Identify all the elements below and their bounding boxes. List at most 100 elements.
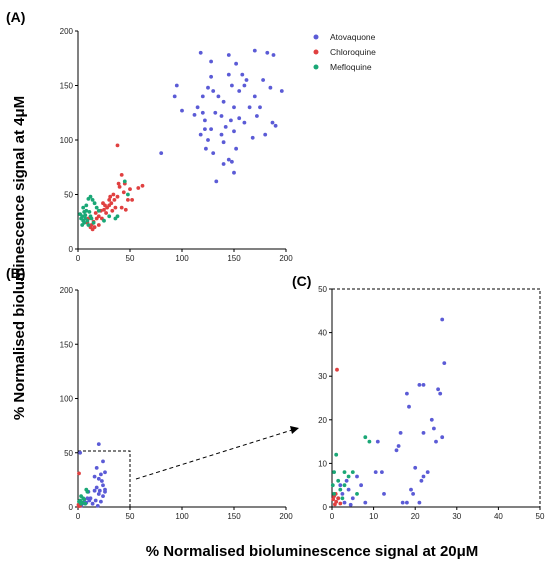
point-mefloquine bbox=[82, 497, 87, 502]
panel-a-x-tick-label: 0 bbox=[76, 254, 81, 263]
point-atovaquone bbox=[394, 448, 399, 453]
point-atovaquone bbox=[348, 502, 353, 507]
panel-c-y-tick-label: 20 bbox=[318, 416, 327, 425]
legend-label-mefloquine: Mefloquine bbox=[330, 62, 372, 72]
point-chloroquine bbox=[77, 471, 81, 476]
point-mefloquine bbox=[342, 470, 347, 474]
legend-label-atovaquone: Atovaquone bbox=[330, 32, 376, 42]
point-atovaquone bbox=[103, 470, 107, 475]
panel-b-x-tick-label: 150 bbox=[227, 512, 241, 521]
legend-marker-chloroquine bbox=[313, 49, 319, 55]
panel-b-y-tick-label: 100 bbox=[60, 395, 74, 404]
x-axis-label: % Normalised bioluminescence signal at 2… bbox=[146, 543, 479, 560]
zoom-arrow bbox=[135, 429, 293, 480]
point-atovaquone bbox=[213, 110, 218, 115]
panel-c-y-tick-label: 40 bbox=[318, 329, 327, 338]
point-atovaquone bbox=[338, 483, 343, 488]
point-atovaquone bbox=[203, 127, 207, 131]
point-atovaquone bbox=[421, 383, 426, 387]
point-atovaquone bbox=[268, 85, 273, 90]
panel-a-x-tick-label: 150 bbox=[227, 254, 241, 263]
point-atovaquone bbox=[373, 470, 378, 474]
panel-b-label: (B) bbox=[6, 265, 25, 281]
point-atovaquone bbox=[232, 129, 236, 134]
panel-a-x-tick-label: 50 bbox=[126, 254, 135, 263]
panel-c-axes: 0 10 20 30 40 50 0 10 20 30 40 50 bbox=[318, 285, 545, 521]
point-mefloquine bbox=[91, 220, 96, 225]
point-atovaquone bbox=[226, 157, 231, 162]
point-atovaquone bbox=[230, 83, 234, 88]
point-atovaquone bbox=[340, 492, 345, 496]
panel-c-y-tick-label: 50 bbox=[318, 285, 327, 294]
point-atovaquone bbox=[92, 488, 97, 493]
point-atovaquone bbox=[92, 474, 97, 479]
point-atovaquone bbox=[209, 74, 214, 79]
legend-label-chloroquine: Chloroquine bbox=[330, 47, 376, 57]
point-mefloquine bbox=[107, 214, 112, 219]
point-atovaquone bbox=[174, 83, 179, 88]
point-atovaquone bbox=[440, 435, 445, 440]
panel-b-y-tick-label: 150 bbox=[60, 340, 74, 349]
panel-a-y-tick-label: 50 bbox=[64, 191, 73, 200]
point-mefloquine bbox=[83, 501, 88, 506]
point-chloroquine bbox=[115, 194, 120, 199]
panel-a-x-tick-label: 100 bbox=[175, 254, 189, 263]
point-atovaquone bbox=[96, 492, 101, 496]
point-chloroquine bbox=[116, 181, 121, 186]
panel-b-points bbox=[76, 442, 107, 508]
point-atovaquone bbox=[375, 439, 380, 444]
point-atovaquone bbox=[221, 162, 226, 166]
point-atovaquone bbox=[103, 489, 107, 494]
point-atovaquone bbox=[263, 132, 268, 137]
point-atovaquone bbox=[211, 89, 216, 93]
point-chloroquine bbox=[93, 211, 98, 215]
point-atovaquone bbox=[99, 472, 103, 477]
point-atovaquone bbox=[219, 114, 224, 118]
point-mefloquine bbox=[83, 213, 88, 218]
point-atovaquone bbox=[223, 125, 228, 129]
point-atovaquone bbox=[78, 450, 82, 455]
point-atovaquone bbox=[209, 127, 214, 131]
point-atovaquone bbox=[101, 459, 105, 464]
point-atovaquone bbox=[206, 138, 210, 142]
point-atovaquone bbox=[417, 500, 422, 505]
point-atovaquone bbox=[247, 105, 252, 110]
point-mefloquine bbox=[113, 216, 118, 221]
point-atovaquone bbox=[438, 391, 443, 396]
point-atovaquone bbox=[100, 479, 104, 483]
point-chloroquine bbox=[107, 198, 112, 202]
point-atovaquone bbox=[425, 470, 430, 474]
point-atovaquone bbox=[344, 478, 349, 483]
point-atovaquone bbox=[209, 59, 214, 64]
panel-a-x-tick-label: 200 bbox=[279, 254, 293, 263]
point-chloroquine bbox=[331, 497, 336, 502]
zoom-region-box bbox=[77, 450, 131, 508]
point-atovaquone bbox=[405, 500, 409, 505]
point-atovaquone bbox=[200, 94, 205, 99]
point-atovaquone bbox=[206, 85, 210, 90]
point-atovaquone bbox=[226, 53, 231, 57]
point-atovaquone bbox=[198, 132, 203, 137]
point-atovaquone bbox=[85, 496, 90, 501]
point-chloroquine bbox=[94, 216, 99, 221]
point-mefloquine bbox=[350, 470, 355, 474]
point-atovaquone bbox=[244, 78, 249, 82]
point-chloroquine bbox=[112, 198, 117, 202]
point-atovaquone bbox=[159, 151, 164, 156]
point-mefloquine bbox=[330, 483, 335, 488]
point-mefloquine bbox=[89, 216, 94, 221]
point-atovaquone bbox=[180, 108, 184, 113]
point-atovaquone bbox=[96, 442, 101, 446]
panel-b-axes: 0 50 100 150 200 0 50 100 150 200 bbox=[60, 286, 294, 521]
point-atovaquone bbox=[90, 501, 95, 506]
point-atovaquone bbox=[265, 50, 270, 55]
point-atovaquone bbox=[172, 94, 177, 99]
panel-c-x-tick-label: 40 bbox=[494, 512, 503, 521]
panel-b-y-tick-label: 50 bbox=[64, 449, 73, 458]
point-mefloquine bbox=[126, 192, 130, 197]
point-mefloquine bbox=[355, 492, 359, 496]
point-atovaquone bbox=[363, 500, 368, 505]
point-atovaquone bbox=[221, 99, 226, 104]
legend-marker-mefloquine bbox=[313, 64, 319, 70]
